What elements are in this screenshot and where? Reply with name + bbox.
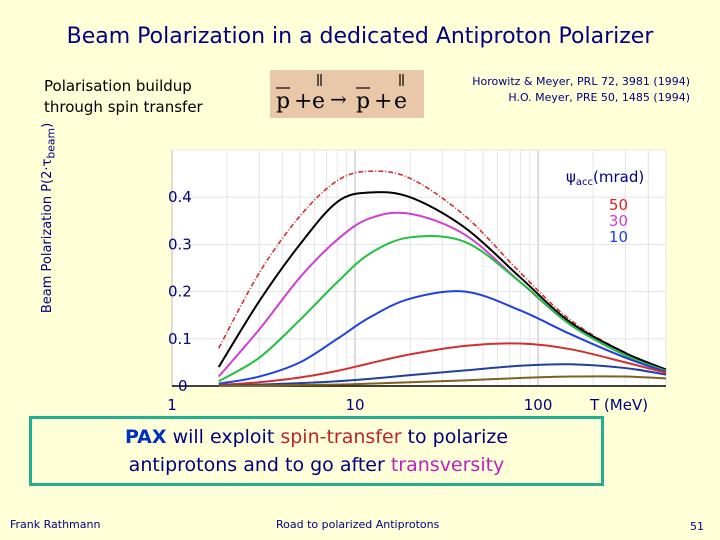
pax-statement: PAX will exploit spin-transfer to polari…	[29, 416, 604, 486]
spin-transfer-word: spin-transfer	[280, 426, 402, 448]
grid	[171, 149, 667, 387]
x-tick-label: 10	[345, 396, 364, 414]
eq-p: p	[276, 89, 290, 114]
slide-title: Beam Polarization in a dedicated Antipro…	[66, 24, 654, 49]
legend-entry-50: 50	[609, 196, 628, 214]
subtitle-line-1: Polarisation buildup	[44, 77, 192, 95]
curve-4	[218, 290, 667, 385]
pax-line-2: antiprotons and to go after transversity	[128, 454, 505, 476]
legend-entry-30: 30	[609, 212, 628, 230]
tick-labels: 0 0.1 0.2 0.3 0.4 1 10 100	[167, 188, 552, 414]
reference-1: Horowitz & Meyer, PRL 72, 3981 (1994)	[472, 75, 690, 88]
curve-3	[218, 234, 667, 383]
footer-author: Frank Rathmann	[10, 518, 101, 531]
transversity-word: transversity	[390, 454, 505, 476]
y-tick-label: 0.3	[168, 235, 192, 253]
references: Horowitz & Meyer, PRL 72, 3981 (1994) H.…	[440, 74, 690, 106]
legend-entry-10: 10	[609, 228, 628, 246]
y-tick-label: 0.1	[168, 330, 192, 348]
reference-2: H.O. Meyer, PRE 50, 1485 (1994)	[508, 91, 690, 104]
eq-plus2: +	[374, 89, 392, 114]
reaction-equation: p + e → p + e	[270, 70, 424, 118]
plot-area	[172, 150, 666, 386]
eq-plus: +	[294, 89, 312, 114]
curve-0	[218, 170, 667, 371]
eq-e2: e	[394, 89, 407, 114]
legend-title: ψacc(mrad)	[566, 168, 644, 188]
pax-line-1: PAX will exploit spin-transfer to polari…	[124, 426, 509, 448]
curve-1	[217, 191, 667, 371]
y-tick-label: 0	[178, 377, 188, 395]
eq-arrow: →	[330, 87, 347, 111]
y-tick-label: 0.4	[168, 188, 192, 206]
eq-e: e	[312, 89, 325, 114]
equation-svg: p + e → p + e	[276, 74, 407, 114]
curve-5	[218, 342, 667, 387]
y-tick-label: 0.2	[168, 283, 192, 301]
subtitle-line-2: through spin transfer	[44, 98, 203, 116]
eq-p2: p	[356, 89, 370, 114]
footer-talk: Road to polarized Antiprotons	[276, 518, 440, 531]
curves	[217, 170, 667, 387]
x-tick-label: 100	[524, 396, 553, 414]
x-tick-label: 1	[167, 396, 177, 414]
overbars	[276, 74, 404, 89]
curve-7	[218, 375, 667, 387]
subtitle: Polarisation buildup through spin transf…	[44, 76, 284, 118]
x-axis-label: T (MeV)	[589, 396, 648, 414]
curve-6	[218, 363, 667, 387]
page-number: 51	[690, 520, 704, 533]
pax-word: PAX	[124, 426, 167, 448]
